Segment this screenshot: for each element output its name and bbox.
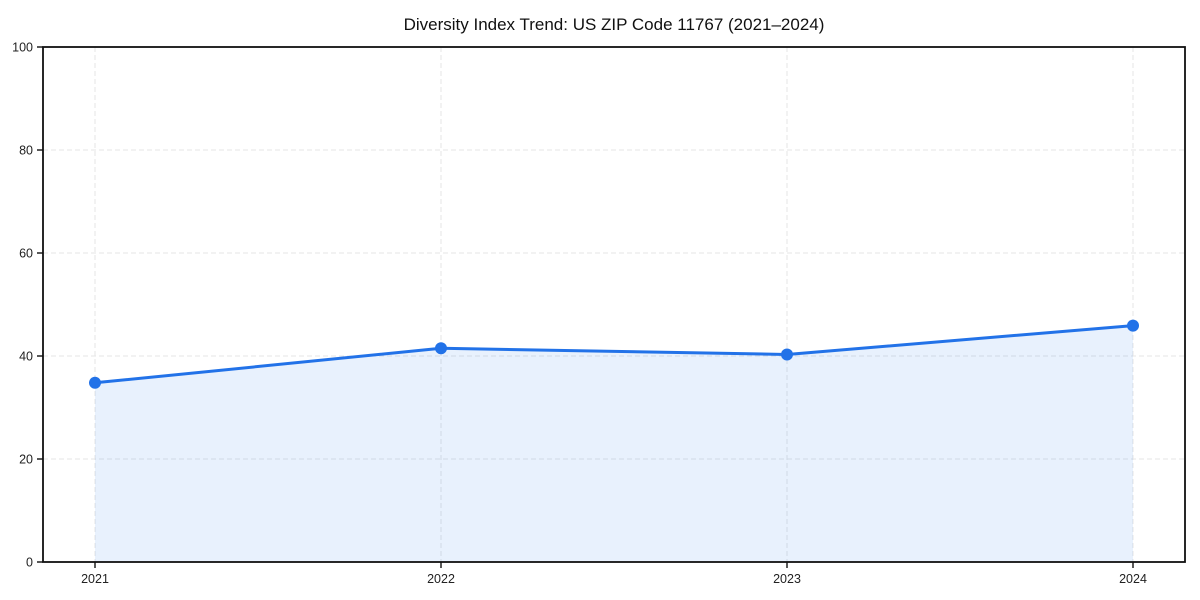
data-point-2022 <box>435 342 447 355</box>
chart-title: Diversity Index Trend: US ZIP Code 11767… <box>404 15 825 34</box>
y-tick-label-60: 60 <box>19 247 33 261</box>
data-point-2023 <box>781 348 793 361</box>
y-tick-label-80: 80 <box>19 144 33 158</box>
y-tick-label-40: 40 <box>19 350 33 364</box>
trend-line <box>93 324 1135 385</box>
plot-layer: 0 20 40 60 80 100 2021 2022 2023 2024 <box>12 41 1186 586</box>
x-tick-label-2022: 2022 <box>427 572 455 586</box>
y-tick-label-0: 0 <box>26 556 33 570</box>
plot-border <box>42 46 1186 563</box>
x-tick-label-2024: 2024 <box>1119 572 1147 586</box>
x-tick-label-2023: 2023 <box>773 572 801 586</box>
data-point-2021 <box>89 376 101 389</box>
y-tick-label-100: 100 <box>12 41 33 55</box>
area-fill <box>95 325 1133 562</box>
y-tick-label-20: 20 <box>19 453 33 467</box>
x-tick-label-2021: 2021 <box>81 572 109 586</box>
data-point-2024 <box>1127 319 1139 332</box>
